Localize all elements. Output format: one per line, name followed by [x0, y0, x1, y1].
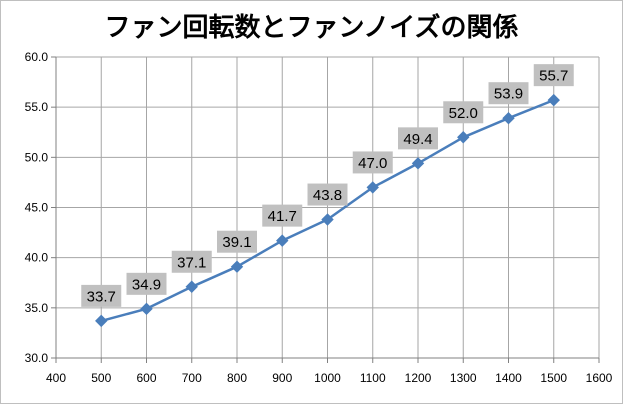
data-point-marker [547, 93, 560, 107]
x-tick-label: 1600 [586, 371, 613, 385]
axes [51, 56, 600, 363]
data-label-box [398, 127, 438, 150]
data-markers [95, 93, 560, 328]
y-tick-label: 30.0 [25, 351, 49, 365]
x-tick-label: 1200 [405, 371, 432, 385]
data-point-marker [502, 111, 515, 125]
data-label: 43.8 [313, 187, 342, 204]
data-label: 37.1 [177, 254, 206, 271]
data-label-box [533, 64, 574, 87]
data-point-marker [185, 280, 198, 293]
x-axis-tick-labels: 400 500 600 700 800 900 1000 1100 1200 1300 1400 15… [46, 371, 613, 385]
data-point-marker [95, 314, 108, 328]
data-label: 41.7 [268, 208, 297, 225]
y-axis-tick-labels: 30.0 35.0 40.0 45.0 50.0 55.0 60.0 [25, 50, 49, 365]
data-label: 39.1 [222, 234, 251, 251]
data-label-box [217, 230, 257, 253]
data-label: 33.7 [87, 288, 116, 305]
data-label-box [262, 204, 303, 227]
data-label: 49.4 [403, 131, 432, 148]
x-tick-label: 1100 [360, 371, 386, 385]
x-tick-label: 600 [136, 371, 156, 385]
chart-title: ファン回転数とファンノイズの関係 [104, 13, 519, 43]
x-tick-label: 500 [91, 371, 111, 385]
data-label-box [171, 250, 212, 273]
data-label: 47.0 [358, 155, 387, 172]
data-point-marker [366, 181, 379, 194]
x-tick-label: 800 [227, 371, 247, 385]
data-label-box [307, 183, 348, 206]
x-tick-label: 1300 [450, 371, 477, 385]
data-label-box [443, 101, 484, 124]
data-labels: 33.7 34.9 37.1 39.1 41.7 43.8 47.0 49.4 52.0 53.9… [81, 64, 574, 307]
data-point-marker [321, 213, 334, 226]
data-label: 34.9 [132, 276, 161, 293]
x-tick-label: 400 [46, 371, 66, 385]
y-tick-label: 40.0 [25, 251, 49, 265]
data-point-marker [230, 260, 244, 273]
data-label-box [488, 82, 529, 105]
y-tick-label: 60.0 [25, 50, 49, 64]
x-tick-label: 1500 [540, 371, 567, 385]
data-label-box [81, 284, 122, 307]
data-label-box [352, 151, 393, 174]
data-label-box [126, 272, 167, 295]
data-label: 55.7 [539, 68, 568, 85]
x-tick-label: 700 [182, 371, 202, 385]
data-label: 53.9 [494, 86, 523, 103]
data-label: 52.0 [449, 105, 478, 122]
data-point-marker [411, 157, 425, 170]
y-tick-label: 35.0 [25, 301, 49, 315]
data-point-marker [457, 131, 470, 144]
y-tick-label: 50.0 [25, 150, 49, 164]
data-point-marker [276, 234, 289, 247]
x-tick-label: 900 [272, 371, 292, 385]
x-tick-label: 1000 [314, 371, 341, 385]
y-tick-label: 55.0 [25, 100, 49, 114]
x-tick-label: 1400 [495, 371, 522, 385]
data-point-marker [140, 302, 153, 316]
y-tick-label: 45.0 [25, 201, 49, 215]
